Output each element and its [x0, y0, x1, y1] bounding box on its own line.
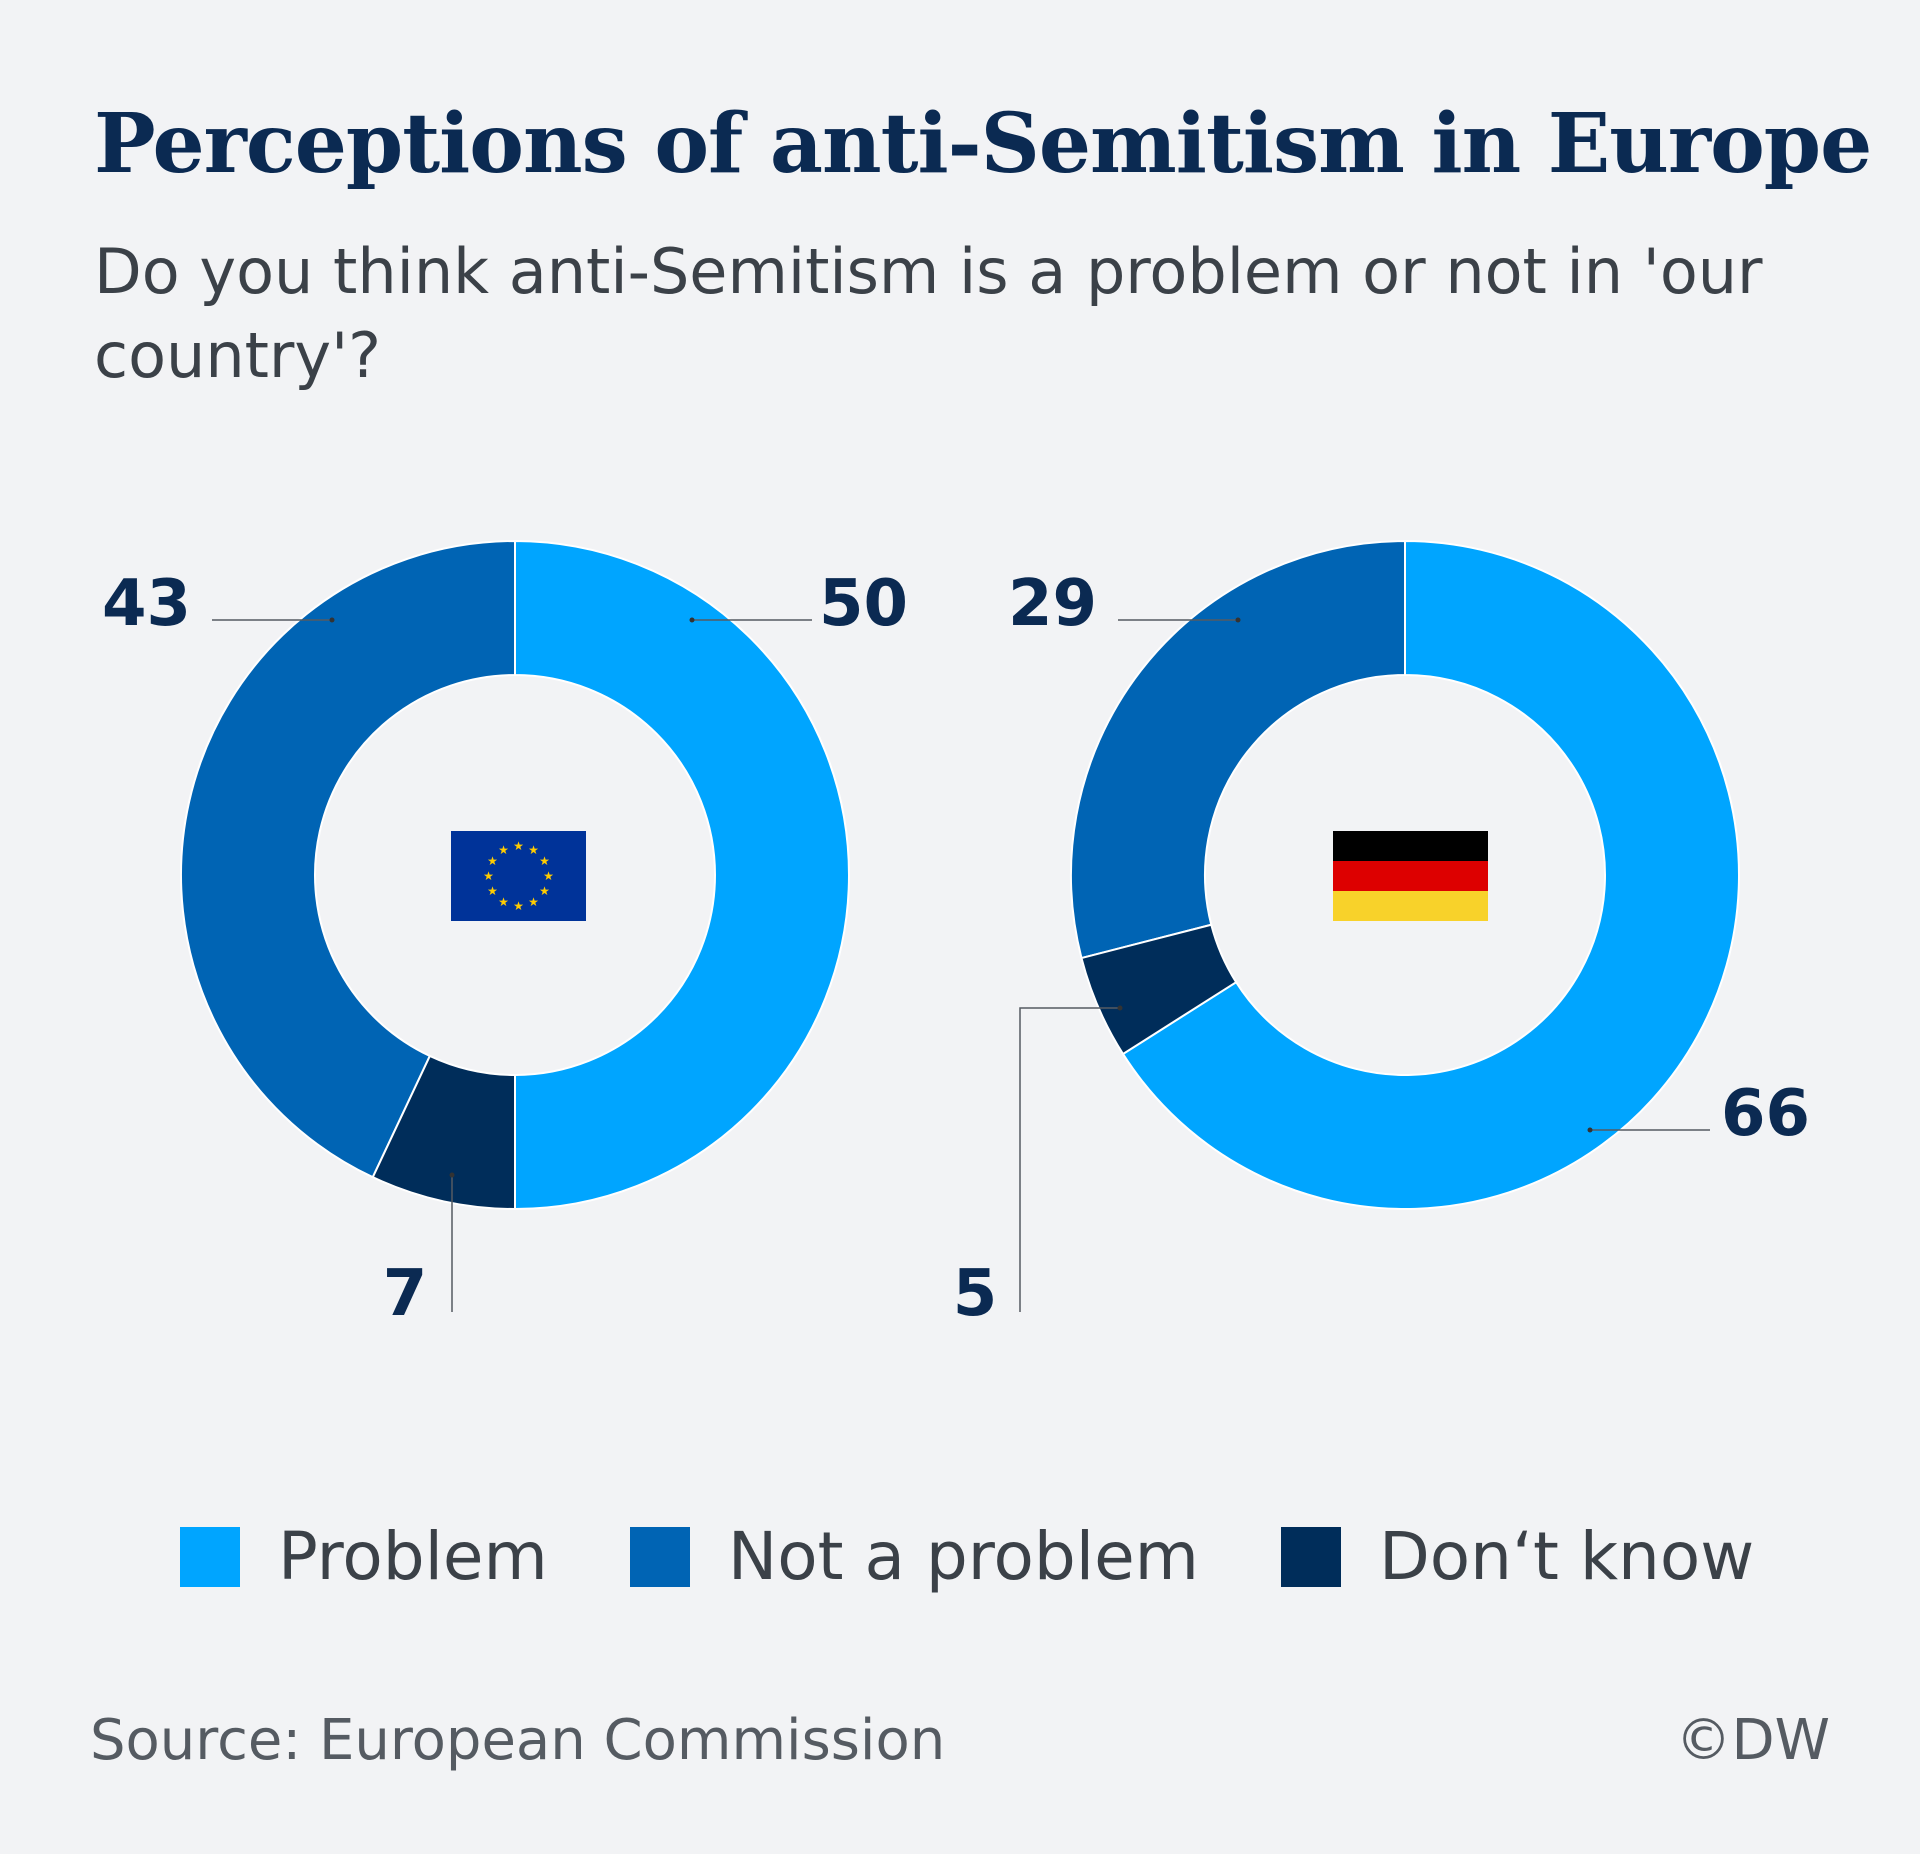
eu-star-icon: ★ — [528, 843, 539, 857]
legend-swatch-dont-know — [1280, 1526, 1341, 1587]
legend: Problem Not a problem Don‘t know — [180, 1518, 1836, 1595]
leader-line-germany-dont-know — [1019, 1007, 1120, 1312]
value-label-eu-not-a-problem: 43 — [102, 567, 191, 641]
eu-star-icon: ★ — [483, 869, 494, 883]
donut-chart-eu: 50 43 7 — [102, 539, 908, 1331]
eu-star-icon: ★ — [543, 869, 554, 883]
eu-star-icon: ★ — [539, 884, 550, 898]
slice-germany-not-a-problem — [1070, 539, 1406, 960]
value-label-eu-problem: 50 — [819, 567, 908, 641]
germany-flag-icon — [1333, 831, 1488, 921]
eu-flag-stars: ★ ★★★★★★★★★★★ — [483, 839, 554, 913]
slice-germany-dont-know — [1080, 923, 1238, 1056]
eu-star-icon: ★ — [487, 854, 498, 868]
slice-eu-problem — [514, 539, 850, 1211]
value-label-germany-not-a-problem: 29 — [1008, 567, 1097, 641]
leader-dot-germany-not-a-problem — [1235, 617, 1241, 623]
eu-star-icon: ★ — [498, 895, 509, 909]
leader-dot-germany-problem — [1587, 1127, 1593, 1133]
legend-label-problem: Problem — [278, 1518, 548, 1595]
legend-swatch-problem — [180, 1526, 240, 1587]
legend-swatch-not-a-problem — [629, 1526, 690, 1587]
slice-eu-dont-know — [371, 1054, 516, 1211]
legend-label-dont-know: Don‘t know — [1378, 1518, 1755, 1595]
legend-item-dont-know: Don‘t know — [1280, 1518, 1755, 1595]
leader-dot-eu-dont-know — [449, 1172, 455, 1178]
eu-star-icon: ★ — [513, 899, 524, 913]
chart-title: Perceptions of anti-Semitism in Europe — [94, 96, 1872, 192]
eu-star-icon: ★ — [539, 854, 550, 868]
chart-subtitle: Do you think anti-Semitism is a problem … — [94, 235, 1763, 392]
leader-dot-germany-dont-know — [1117, 1005, 1123, 1011]
value-label-eu-dont-know: 7 — [383, 1257, 428, 1331]
value-label-germany-dont-know: 5 — [953, 1257, 998, 1331]
eu-flag-icon: ★ ★★★★★★★★★★★ — [451, 831, 586, 921]
eu-star-icon: ★ — [528, 895, 539, 909]
value-label-germany-problem: 66 — [1721, 1077, 1810, 1151]
eu-star-icon: ★ — [498, 843, 509, 857]
legend-label-not-a-problem: Not a problem — [727, 1518, 1199, 1595]
eu-star-icon: ★ — [513, 839, 524, 853]
source-note: Source: European Commission — [90, 1708, 946, 1773]
legend-item-problem: Problem — [180, 1518, 548, 1595]
leader-dot-eu-problem — [689, 617, 695, 623]
slice-germany-problem — [1121, 539, 1740, 1210]
credit-logo: ©DW — [1675, 1708, 1831, 1773]
slice-eu-not-a-problem — [180, 539, 516, 1179]
eu-star-icon: ★ — [487, 884, 498, 898]
leader-dot-eu-not-a-problem — [329, 617, 335, 623]
legend-item-not-a-problem: Not a problem — [629, 1518, 1199, 1595]
donut-chart-germany: 66 29 5 — [953, 539, 1810, 1331]
